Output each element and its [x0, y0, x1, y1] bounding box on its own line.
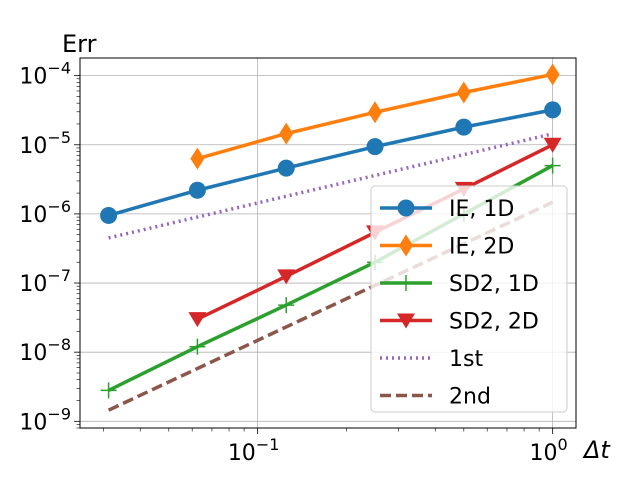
legend-label-sd2-2d: SD2, 2D — [449, 310, 539, 335]
data-point-ie-2d — [545, 63, 560, 86]
legend-box — [370, 185, 568, 413]
series-1st — [108, 132, 554, 240]
data-point-ie-1d — [544, 101, 562, 119]
y-tick-label: 10−4 — [19, 59, 71, 90]
y-tick-label: 10−6 — [19, 197, 71, 228]
y-tick-label: 10−8 — [19, 335, 71, 366]
x-tick-label: 10−1 — [228, 435, 280, 466]
data-point-sd2-2d — [543, 137, 562, 153]
series-line-ie-1d — [108, 108, 553, 218]
legend-label-sd2-1d: SD2, 1D — [449, 272, 539, 297]
data-point-sd2-1d — [189, 338, 206, 355]
legend: IE, 1D IE, 2D SD2, 1D SD2, 2D 1st 2nd — [370, 185, 568, 413]
data-point-ie-2d — [279, 122, 294, 145]
series-ie-1d — [100, 101, 562, 224]
chart-title: Err — [62, 30, 97, 58]
data-point-sd2-1d — [278, 297, 295, 314]
series-line-1st — [108, 132, 554, 240]
data-point-sd2-1d — [544, 157, 561, 174]
x-axis-label: Δt — [582, 436, 611, 464]
data-point-ie-1d — [100, 206, 118, 224]
legend-label-2nd: 2nd — [449, 385, 491, 410]
data-point-ie-1d — [188, 181, 206, 199]
legend-label-1st: 1st — [449, 347, 483, 372]
legend-marker-ie-1d — [397, 199, 415, 217]
legend-marker-sd2-1d — [398, 275, 414, 291]
data-point-ie-1d — [455, 118, 473, 136]
plot-frame — [79, 57, 577, 429]
y-tick-label: 10−7 — [19, 266, 71, 297]
series-ie-2d — [190, 63, 560, 170]
axis-ticks: 10−9 10−8 10−7 10−6 10−5 10−4 10−1 100 — [19, 59, 567, 466]
data-point-sd2-1d — [100, 382, 117, 399]
data-point-ie-2d — [368, 101, 383, 124]
y-tick-label: 10−9 — [19, 404, 71, 435]
data-point-sd2-2d — [277, 269, 296, 285]
x-tick-label: 100 — [530, 435, 568, 466]
legend-label-ie-2d: IE, 2D — [449, 235, 514, 260]
y-tick-label: 10−5 — [19, 128, 71, 159]
data-point-ie-2d — [456, 81, 471, 104]
legend-label-ie-1d: IE, 1D — [449, 197, 514, 222]
data-point-ie-1d — [366, 138, 384, 156]
series-layer — [100, 63, 562, 412]
data-point-sd2-2d — [188, 312, 207, 328]
data-point-ie-1d — [277, 159, 295, 177]
legend-marker-ie-2d — [399, 234, 413, 257]
data-point-ie-2d — [190, 147, 205, 170]
legend-marker-sd2-2d — [397, 313, 415, 329]
